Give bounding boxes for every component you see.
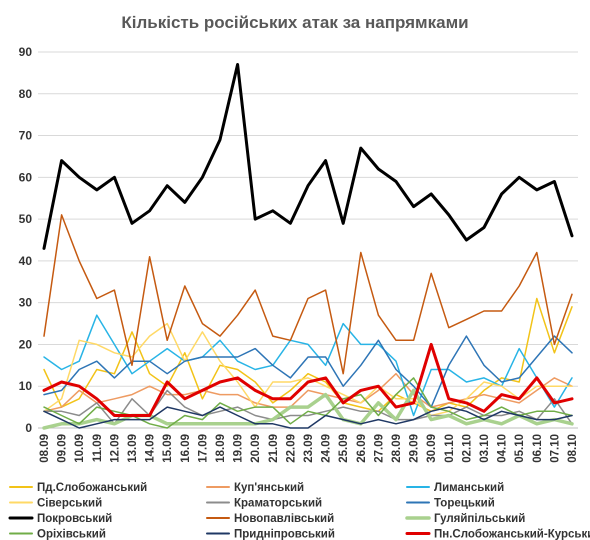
series-line-11 xyxy=(42,342,574,417)
x-tick-label: 21.09 xyxy=(268,434,280,463)
x-tick-label: 04.10 xyxy=(497,434,509,463)
y-tick-label: 40 xyxy=(19,254,33,268)
legend-label: Краматорський xyxy=(234,498,322,510)
x-tick-label: 22.09 xyxy=(285,434,297,463)
y-tick-label: 60 xyxy=(19,170,33,184)
y-axis-ticks: 0 10 20 30 40 50 60 70 80 90 xyxy=(19,45,33,435)
x-tick-label: 10.09 xyxy=(74,434,86,463)
y-tick-label: 10 xyxy=(19,379,33,393)
legend-label: Торецький xyxy=(434,498,495,510)
x-tick-label: 24.09 xyxy=(321,434,333,463)
y-tick-label: 20 xyxy=(19,337,33,351)
series-line-10 xyxy=(43,406,573,429)
y-tick-label: 90 xyxy=(19,45,33,59)
legend-label: Покровський xyxy=(37,513,112,525)
series-lines xyxy=(42,63,574,430)
chart-title: Кількість російських атак за напрямками xyxy=(121,13,468,32)
x-tick-label: 25.09 xyxy=(338,434,350,463)
x-tick-label: 15.09 xyxy=(162,434,174,463)
y-tick-label: 50 xyxy=(19,212,33,226)
legend-label: Сіверський xyxy=(37,498,102,510)
x-tick-label: 03.10 xyxy=(479,434,491,463)
legend-label: Гуляйпільський xyxy=(434,513,525,525)
series-line-0 xyxy=(43,297,573,413)
x-tick-label: 19.09 xyxy=(233,434,245,463)
legend-label: Новопавлівський xyxy=(234,513,334,525)
y-tick-label: 0 xyxy=(25,421,32,435)
series-line-1 xyxy=(43,372,573,413)
legend-label: Пн.Слобожанський-Курський xyxy=(434,529,590,540)
x-tick-label: 16.09 xyxy=(180,434,192,463)
x-tick-label: 30.09 xyxy=(426,434,438,463)
series-line-3 xyxy=(43,322,573,417)
legend: Пд.Слобожанський Куп'янський Лиманський Сів… xyxy=(8,482,590,540)
x-tick-label: 20.09 xyxy=(250,434,262,463)
y-tick-label: 80 xyxy=(19,87,33,101)
x-tick-label: 12.09 xyxy=(109,434,121,463)
x-tick-label: 14.09 xyxy=(145,434,157,463)
legend-label: Оріхівський xyxy=(37,529,106,540)
x-tick-label: 28.09 xyxy=(391,434,403,463)
x-tick-label: 18.09 xyxy=(215,434,227,463)
x-tick-label: 26.09 xyxy=(356,434,368,463)
legend-label: Придніпровський xyxy=(234,529,335,540)
series-line-6 xyxy=(42,63,574,250)
series-line-2 xyxy=(43,314,573,417)
x-tick-label: 01.10 xyxy=(444,434,456,463)
y-tick-label: 30 xyxy=(19,296,33,310)
x-tick-label: 27.09 xyxy=(373,434,385,463)
gridlines xyxy=(38,51,578,429)
legend-label: Куп'янський xyxy=(234,482,304,494)
x-tick-label: 23.09 xyxy=(303,434,315,463)
x-tick-label: 13.09 xyxy=(127,434,139,463)
x-tick-label: 08.10 xyxy=(567,434,579,463)
x-tick-label: 06.10 xyxy=(532,434,544,463)
x-tick-label: 29.09 xyxy=(409,434,421,463)
legend-label: Пд.Слобожанський xyxy=(37,482,147,494)
x-tick-label: 11.09 xyxy=(92,434,104,462)
x-tick-label: 08.09 xyxy=(39,434,51,463)
x-tick-label: 09.09 xyxy=(57,434,69,463)
x-axis-ticks: 08.09 09.09 10.09 11.09 12.09 13.09 14.09 15.09… xyxy=(39,434,579,463)
x-tick-label: 07.10 xyxy=(549,434,561,463)
series-line-7 xyxy=(43,214,573,375)
y-tick-label: 70 xyxy=(19,129,33,143)
x-tick-label: 17.09 xyxy=(197,434,209,463)
x-tick-label: 02.10 xyxy=(461,434,473,463)
x-tick-label: 05.10 xyxy=(514,434,526,463)
legend-label: Лиманський xyxy=(434,482,504,494)
